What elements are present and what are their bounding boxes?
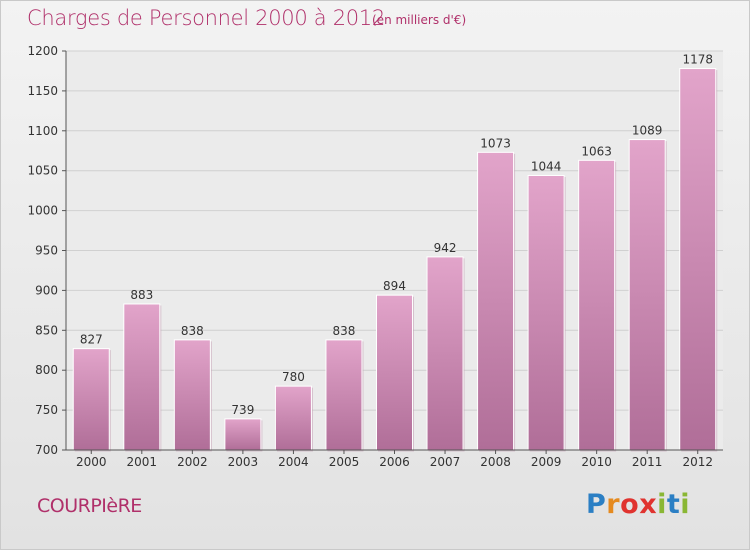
y-tick-label: 900 — [35, 283, 58, 297]
y-tick-label: 750 — [35, 403, 58, 417]
y-tick-label: 950 — [35, 244, 58, 258]
y-tick-label: 850 — [35, 323, 58, 337]
bar-2000 — [72, 348, 110, 451]
x-tick-label: 2004 — [278, 455, 309, 469]
data-label-2006: 894 — [383, 279, 406, 293]
data-labels: 827 883 838 739 780 838 894 942 1073 1044 1063 1089… — [80, 53, 713, 417]
bar-2001 — [123, 303, 161, 451]
axes: 700 750 800 850 900 950 1000 1050 1100 1150 1200 20… — [27, 44, 723, 469]
bar-2004 — [274, 385, 312, 451]
bar-2009 — [527, 174, 565, 451]
bar-2005 — [325, 339, 363, 451]
bar-2006 — [376, 294, 413, 451]
chart-subtitle: (en milliers d'€) — [372, 13, 467, 27]
x-tick-label: 2002 — [177, 455, 208, 469]
x-tick-label: 2005 — [329, 455, 360, 469]
x-tick-label: 2010 — [581, 455, 612, 469]
x-tick-label: 2003 — [228, 455, 259, 469]
data-label-2002: 838 — [181, 324, 204, 338]
x-tick-label: 2008 — [480, 455, 511, 469]
x-tick-label: 2011 — [632, 455, 663, 469]
x-tick-label: 2009 — [531, 455, 562, 469]
y-tick-label: 1050 — [27, 164, 58, 178]
town-name: COURPIèRE — [37, 495, 142, 517]
x-tick-label: 2006 — [379, 455, 410, 469]
bar-2012 — [679, 68, 717, 451]
y-tick-label: 1100 — [27, 124, 58, 138]
y-tick-label: 800 — [35, 363, 58, 377]
data-label-2012: 1178 — [682, 53, 713, 67]
data-label-2009: 1044 — [531, 159, 562, 173]
data-label-2000: 827 — [80, 333, 103, 347]
data-label-2010: 1063 — [581, 144, 612, 158]
x-tick-label: 2000 — [76, 455, 107, 469]
bar-2002 — [173, 339, 211, 451]
data-label-2004: 780 — [282, 370, 305, 384]
bar-2003 — [224, 418, 262, 451]
y-tick-label: 700 — [35, 443, 58, 457]
bar-2010 — [578, 159, 616, 451]
x-tick-label: 2001 — [127, 455, 158, 469]
y-tick-label: 1150 — [27, 84, 58, 98]
data-label-2007: 942 — [434, 241, 457, 255]
x-tick-label: 2012 — [682, 455, 713, 469]
bar-2008 — [477, 151, 515, 451]
bars — [72, 68, 718, 452]
bar-2011 — [628, 139, 666, 451]
data-label-2008: 1073 — [480, 136, 511, 150]
bar-2007 — [426, 256, 464, 451]
x-tick-label: 2007 — [430, 455, 461, 469]
y-tick-label: 1200 — [27, 44, 58, 58]
data-label-2001: 883 — [130, 288, 153, 302]
data-label-2011: 1089 — [632, 124, 663, 138]
y-tick-label: 1000 — [27, 204, 58, 218]
proxiti-logo[interactable]: Proxiti — [586, 489, 691, 520]
data-label-2003: 739 — [231, 403, 254, 417]
chart-title: Charges de Personnel 2000 à 2012 — [27, 6, 385, 30]
data-label-2005: 838 — [333, 324, 356, 338]
